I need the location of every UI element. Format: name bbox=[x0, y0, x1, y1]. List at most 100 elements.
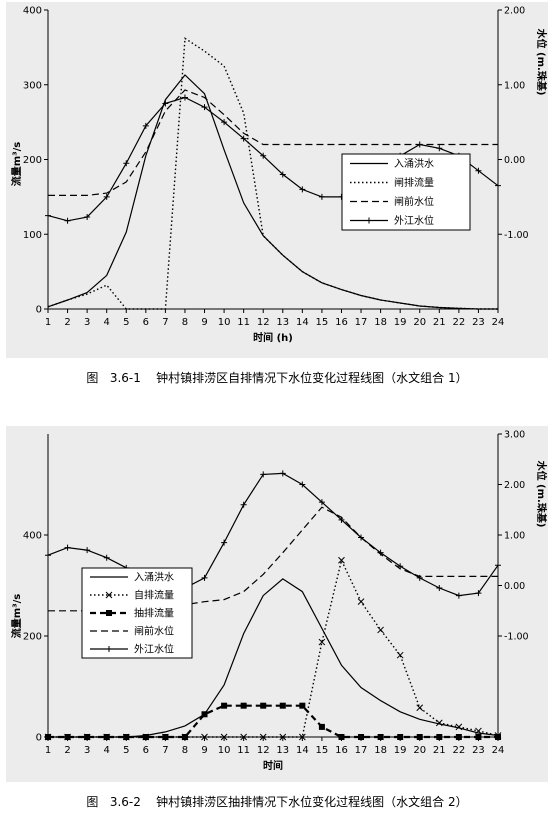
data-point bbox=[495, 182, 501, 189]
x-axis-label: 时间 (h) bbox=[253, 331, 293, 344]
data-point bbox=[279, 470, 286, 477]
right-tick-label: 2.00 bbox=[504, 6, 525, 17]
x-tick-label: 11 bbox=[237, 745, 250, 756]
left-tick-label: 300 bbox=[23, 80, 42, 91]
data-point bbox=[436, 734, 443, 740]
data-point bbox=[436, 585, 443, 592]
x-tick-label: 19 bbox=[394, 317, 407, 328]
legend-marker bbox=[106, 610, 112, 616]
x-tick-label: 2 bbox=[64, 317, 70, 328]
left-axis-label: 流量m³/s bbox=[10, 142, 23, 186]
x-tick-label: 8 bbox=[182, 745, 188, 756]
data-point bbox=[396, 651, 404, 659]
figure-caption-1: 图 3.6-1 钟村镇排涝区自排情况下水位变化过程线图（水文组合 1） bbox=[86, 371, 468, 385]
x-tick-label: 14 bbox=[296, 317, 309, 328]
data-point bbox=[416, 574, 423, 581]
series-2 bbox=[48, 89, 498, 196]
data-point bbox=[181, 94, 188, 101]
legend-marker bbox=[366, 217, 372, 224]
x-tick-label: 5 bbox=[123, 317, 129, 328]
left-axis-label: 流量m³/s bbox=[10, 594, 23, 638]
x-tick-label: 7 bbox=[162, 317, 168, 328]
data-point bbox=[240, 501, 247, 508]
data-point bbox=[221, 539, 228, 546]
x-tick-label: 10 bbox=[218, 317, 231, 328]
chart-1: 1 2 3 4 5 6 7 8 9 10 11 12 13 14 15 16 17 18 19 20 21 22 23 24时… bbox=[10, 6, 548, 345]
legend-label: 入涌洪水 bbox=[394, 158, 434, 170]
x-tick-label: 22 bbox=[453, 745, 466, 756]
data-point bbox=[201, 574, 208, 581]
data-point bbox=[64, 544, 71, 551]
data-point bbox=[103, 554, 110, 561]
series-line bbox=[48, 704, 498, 739]
data-point bbox=[64, 217, 71, 224]
x-tick-label: 6 bbox=[143, 317, 149, 328]
x-tick-label: 4 bbox=[104, 317, 110, 328]
x-tick-label: 18 bbox=[374, 745, 387, 756]
x-tick-label: 2 bbox=[64, 745, 70, 756]
legend-label: 闸排流量 bbox=[394, 176, 434, 189]
data-point bbox=[142, 122, 149, 129]
series-line bbox=[47, 472, 499, 597]
data-point bbox=[279, 171, 286, 178]
data-point bbox=[221, 119, 228, 126]
x-tick-label: 3 bbox=[84, 745, 90, 756]
x-tick-label: 17 bbox=[355, 317, 368, 328]
data-point bbox=[84, 547, 91, 554]
x-tick-label: 20 bbox=[413, 745, 426, 756]
right-tick-label: 0.00 bbox=[504, 155, 525, 166]
series-line bbox=[48, 89, 498, 196]
data-point bbox=[377, 549, 384, 556]
data-point bbox=[64, 734, 71, 740]
data-point bbox=[299, 186, 306, 193]
data-point bbox=[377, 626, 384, 634]
left-tick-label: 0 bbox=[36, 305, 42, 316]
x-tick-label: 16 bbox=[335, 317, 348, 328]
data-point bbox=[475, 590, 482, 597]
legend-label: 外江水位 bbox=[394, 214, 434, 227]
left-tick-label: 100 bbox=[23, 230, 42, 241]
legend-label: 入涌洪水 bbox=[134, 572, 174, 584]
x-tick-label: 24 bbox=[492, 745, 505, 756]
x-tick-label: 7 bbox=[162, 745, 168, 756]
x-tick-label: 6 bbox=[143, 745, 149, 756]
x-tick-label: 4 bbox=[104, 745, 110, 756]
series-1 bbox=[47, 37, 498, 310]
data-point bbox=[377, 734, 384, 740]
data-point bbox=[201, 733, 208, 741]
data-point bbox=[240, 702, 247, 709]
data-point bbox=[162, 734, 169, 740]
legend-box bbox=[341, 153, 471, 231]
x-tick-label: 18 bbox=[374, 317, 387, 328]
data-point bbox=[357, 598, 365, 606]
data-point bbox=[475, 727, 482, 735]
x-tick-label: 8 bbox=[182, 317, 188, 328]
data-point bbox=[455, 734, 462, 740]
data-point bbox=[475, 734, 482, 740]
data-point bbox=[279, 702, 286, 709]
data-point bbox=[279, 733, 287, 741]
data-point bbox=[181, 734, 188, 740]
x-tick-label: 16 bbox=[335, 745, 348, 756]
right-tick-label: -1.00 bbox=[504, 632, 529, 643]
right-tick-label: -1.00 bbox=[504, 230, 529, 241]
right-tick-label: 1.00 bbox=[504, 80, 525, 91]
x-tick-label: 14 bbox=[296, 745, 309, 756]
right-tick-label: 2.00 bbox=[504, 480, 525, 491]
right-axis-label: 水位 (m.珠基) bbox=[535, 460, 548, 528]
data-point bbox=[318, 499, 325, 506]
data-point bbox=[299, 702, 306, 709]
left-tick-label: 400 bbox=[23, 531, 42, 542]
legend-label: 闸前水位 bbox=[394, 195, 434, 208]
data-point bbox=[495, 734, 501, 740]
data-point bbox=[220, 733, 228, 741]
data-point bbox=[397, 563, 404, 570]
data-point bbox=[142, 734, 149, 740]
x-tick-label: 15 bbox=[316, 317, 329, 328]
data-point bbox=[260, 152, 267, 159]
x-tick-label: 1 bbox=[45, 317, 51, 328]
series-2 bbox=[45, 702, 501, 740]
left-tick-label: 400 bbox=[23, 6, 42, 17]
data-point bbox=[259, 733, 267, 741]
data-point bbox=[123, 734, 130, 740]
